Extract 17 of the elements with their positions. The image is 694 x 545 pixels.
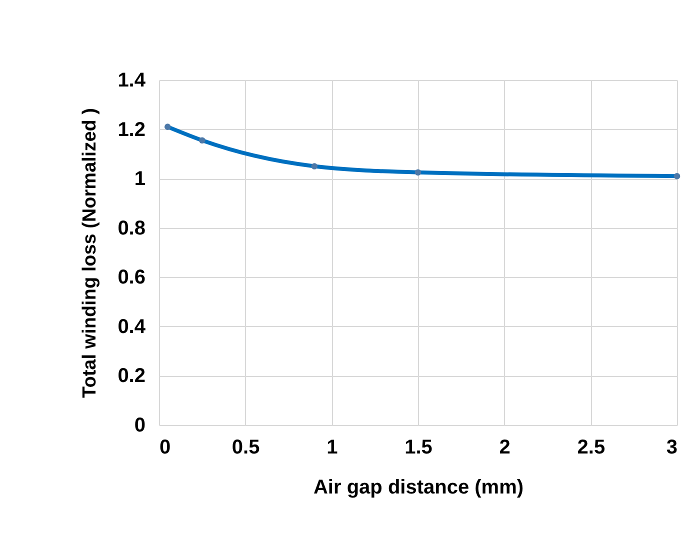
y-tick-label: 1 — [134, 168, 146, 190]
y-tick-label: 0.6 — [118, 266, 146, 289]
x-axis-title: Air gap distance (mm) — [313, 476, 524, 498]
x-tick-label: 2 — [499, 436, 510, 458]
y-axis-title: Total winding loss (Normalized ) — [80, 108, 101, 398]
x-tick-label: 1.5 — [404, 436, 432, 458]
y-tick-label: 1.2 — [118, 118, 146, 141]
y-tick-label: 0.8 — [118, 217, 146, 240]
x-tick-label: 1 — [326, 436, 338, 458]
y-tick-label: 1.4 — [118, 70, 146, 92]
y-tick-label: 0 — [134, 414, 146, 436]
x-tick-label: 0.5 — [232, 436, 260, 458]
x-tick-label: 2.5 — [577, 436, 606, 458]
x-tick-label: 0 — [160, 436, 171, 458]
x-tick-label: 3 — [666, 436, 678, 458]
y-tick-label: 0.4 — [118, 316, 146, 338]
y-tick-label: 0.2 — [118, 365, 146, 388]
